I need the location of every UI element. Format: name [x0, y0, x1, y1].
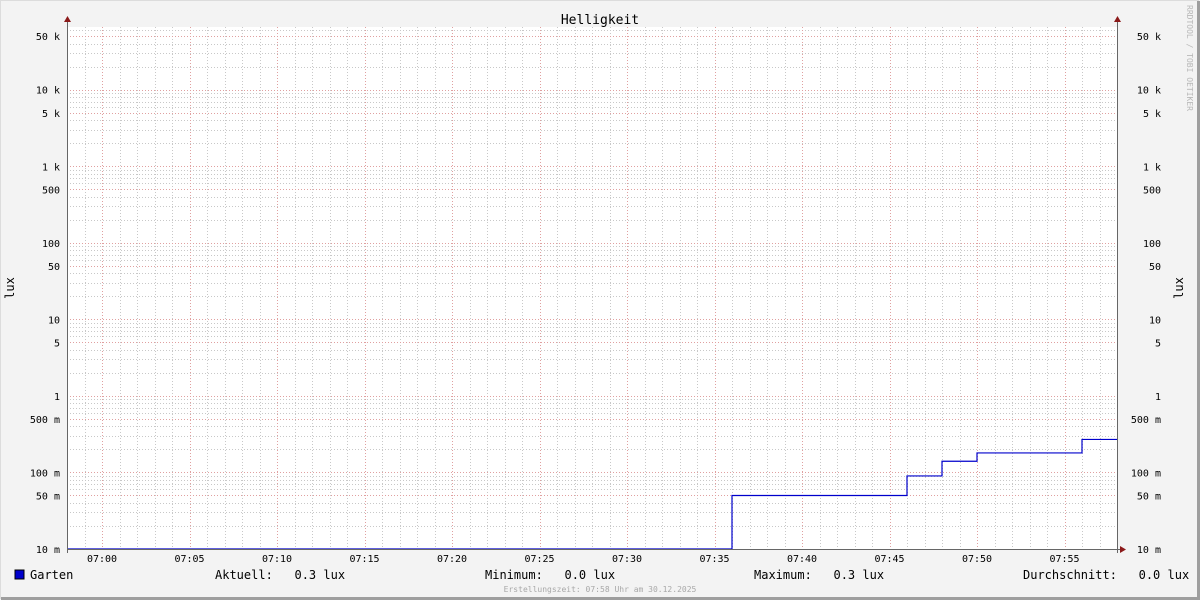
legend-average: Durchschnitt: 0.0 lux: [1023, 568, 1189, 582]
y-tick-label-right: 100 m: [1131, 468, 1161, 479]
y-axis-arrow-right-icon: [1114, 16, 1121, 22]
series-line-garten: [67, 438, 1117, 550]
y-tick-label-right: 1 k: [1143, 162, 1161, 173]
footer-creation-time: Erstellungszeit: 07:58 Uhr am 30.12.2025: [504, 585, 697, 594]
legend-current: Aktuell: 0.3 lux: [215, 568, 345, 582]
series-layer: [67, 438, 1117, 550]
y-tick-label-right: 50 m: [1137, 491, 1161, 502]
y-tick-label-left: 1: [54, 392, 60, 403]
x-tick-label: 07:15: [349, 554, 379, 565]
y-tick-label-right: 10 k: [1137, 86, 1161, 97]
y-tick-label-left: 100: [42, 239, 60, 250]
chart-title: Helligkeit: [561, 13, 639, 28]
grid: [67, 27, 1118, 550]
x-tick-label: 07:30: [612, 554, 642, 565]
y-tick-label-right: 100: [1143, 239, 1161, 250]
y-tick-label-right: 50: [1149, 262, 1161, 273]
y-tick-label-left: 50 m: [36, 491, 60, 502]
x-axis-arrow-icon: [1120, 546, 1126, 553]
watermark: RRDTOOL / TOBI OETIKER: [1185, 5, 1194, 111]
x-tick-label: 07:05: [174, 554, 204, 565]
x-tick-label: 07:55: [1049, 554, 1079, 565]
y-tick-label-left: 5 k: [42, 109, 60, 120]
y-tick-label-right: 500: [1143, 185, 1161, 196]
x-tick-label: 07:25: [524, 554, 554, 565]
y-tick-label-left: 50: [48, 262, 60, 273]
legend-minimum: Minimum: 0.0 lux: [485, 568, 615, 582]
y-tick-label-right: 1: [1155, 392, 1161, 403]
legend-series-name: Garten: [30, 568, 73, 582]
y-tick-label-left: 500 m: [30, 415, 60, 426]
x-tick-label: 07:35: [699, 554, 729, 565]
y-tick-label-left: 500: [42, 185, 60, 196]
y-tick-label-right: 5 k: [1143, 109, 1161, 120]
y-axis-label-left: lux: [3, 277, 17, 299]
x-tick-label: 07:40: [787, 554, 817, 565]
x-tick-label: 07:20: [437, 554, 467, 565]
y-tick-label-right: 10: [1149, 315, 1161, 326]
y-tick-label-left: 10 m: [36, 545, 60, 556]
y-tick-label-right: 50 k: [1137, 32, 1161, 43]
y-tick-label-left: 50 k: [36, 32, 60, 43]
y-tick-label-right: 500 m: [1131, 415, 1161, 426]
y-tick-label-left: 10 k: [36, 86, 60, 97]
y-tick-label-right: 5: [1155, 338, 1161, 349]
x-tick-label: 07:10: [262, 554, 292, 565]
legend-swatch-garten: [14, 569, 25, 580]
y-tick-label-left: 1 k: [42, 162, 60, 173]
y-tick-label-left: 10: [48, 315, 60, 326]
x-tick-label: 07:50: [962, 554, 992, 565]
y-tick-label-right: 10 m: [1137, 545, 1161, 556]
axes: [64, 16, 1126, 553]
y-tick-label-left: 5: [54, 338, 60, 349]
legend-maximum: Maximum: 0.3 lux: [754, 568, 884, 582]
y-axis-label-right: lux: [1172, 277, 1186, 299]
y-axis-arrow-left-icon: [64, 16, 71, 22]
x-tick-label: 07:00: [87, 554, 117, 565]
x-tick-label: 07:45: [874, 554, 904, 565]
y-tick-label-left: 100 m: [30, 468, 60, 479]
